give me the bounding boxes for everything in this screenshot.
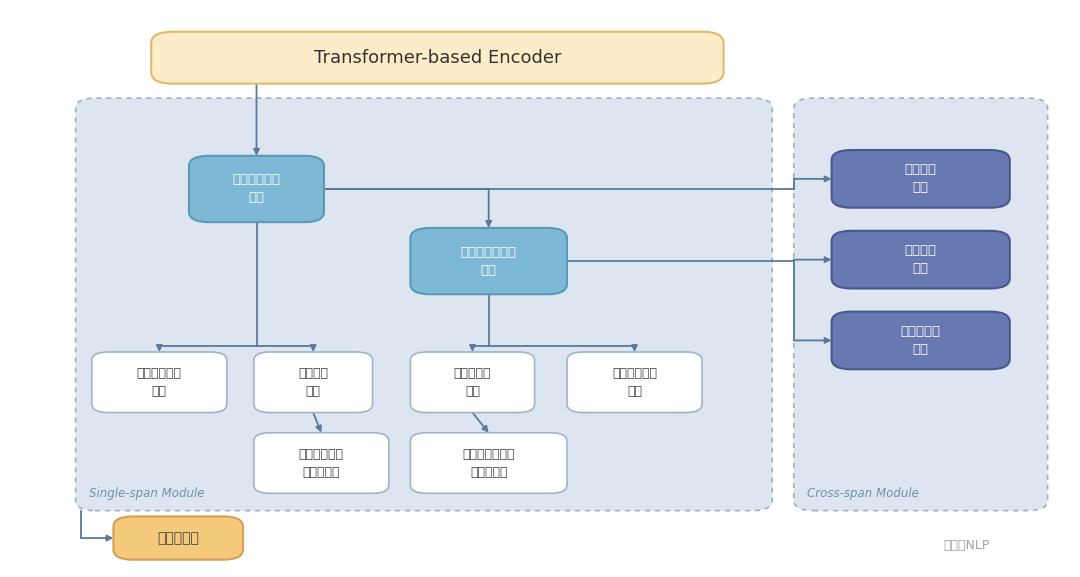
Text: Single-span Module: Single-span Module xyxy=(89,487,204,500)
Text: Cross-span Module: Cross-span Module xyxy=(807,487,919,500)
Text: 触发词真实性
判别: 触发词真实性 判别 xyxy=(612,367,657,398)
FancyBboxPatch shape xyxy=(113,516,243,560)
Text: 触发词关系
分类: 触发词关系 分类 xyxy=(901,325,941,356)
FancyBboxPatch shape xyxy=(151,32,724,84)
Text: 实体一级类别
分类: 实体一级类别 分类 xyxy=(232,174,281,204)
Text: 触发词一级类别
分类: 触发词一级类别 分类 xyxy=(461,246,516,276)
Text: 实体片段
提取: 实体片段 提取 xyxy=(298,367,328,398)
FancyBboxPatch shape xyxy=(832,312,1010,369)
Text: 实体关系
分类: 实体关系 分类 xyxy=(905,163,936,194)
Text: 论元关系
分类: 论元关系 分类 xyxy=(905,244,936,275)
FancyBboxPatch shape xyxy=(410,433,567,493)
FancyBboxPatch shape xyxy=(254,352,373,413)
FancyBboxPatch shape xyxy=(832,231,1010,288)
Text: 触发词二级类别
分类模型组: 触发词二级类别 分类模型组 xyxy=(462,448,515,478)
FancyBboxPatch shape xyxy=(76,98,772,511)
Text: Transformer-based Encoder: Transformer-based Encoder xyxy=(313,48,562,67)
Text: 实体提及类别
分类: 实体提及类别 分类 xyxy=(137,367,181,398)
Text: 时间抽取器: 时间抽取器 xyxy=(158,531,199,545)
FancyBboxPatch shape xyxy=(254,433,389,493)
Text: 老刘说NLP: 老刘说NLP xyxy=(944,539,989,552)
FancyBboxPatch shape xyxy=(794,98,1048,511)
FancyBboxPatch shape xyxy=(410,228,567,294)
FancyBboxPatch shape xyxy=(189,156,324,222)
Text: 触发词片段
提取: 触发词片段 提取 xyxy=(454,367,491,398)
FancyBboxPatch shape xyxy=(410,352,535,413)
FancyBboxPatch shape xyxy=(567,352,702,413)
FancyBboxPatch shape xyxy=(832,150,1010,208)
FancyBboxPatch shape xyxy=(92,352,227,413)
Text: 实体二级类别
分类模型组: 实体二级类别 分类模型组 xyxy=(299,448,343,478)
